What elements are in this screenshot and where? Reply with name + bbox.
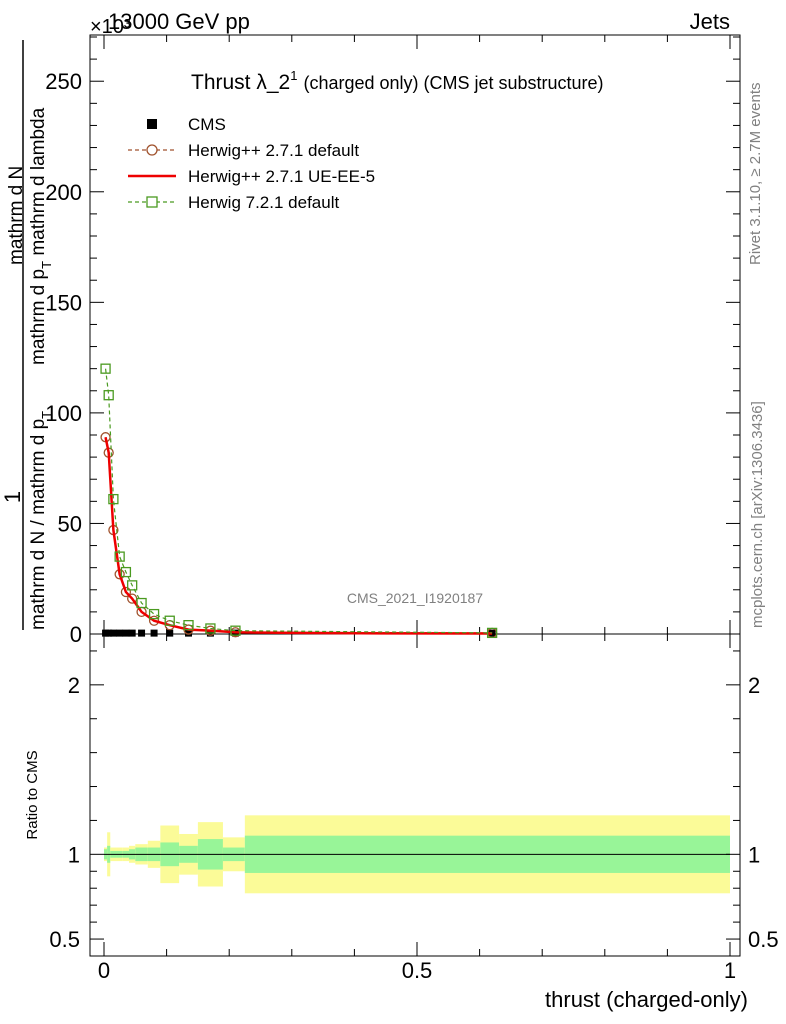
herwig-pp-default-point	[120, 586, 132, 598]
y-axis-label: 1 mathrm d N / mathrm d pT mathrm d N ma…	[0, 40, 54, 630]
exponent-label: ×10³	[90, 16, 131, 38]
cms-data-point	[128, 629, 136, 637]
y-tick-label: 250	[45, 69, 82, 94]
herwig7-default-point	[100, 363, 111, 374]
x-tick-label: 0.5	[402, 958, 433, 983]
legend-label: CMS	[188, 115, 226, 134]
herwig7-default-point	[136, 597, 147, 609]
title-tail: (charged only) (CMS jet substructure)	[303, 73, 603, 93]
y-tick-label: 50	[58, 511, 82, 536]
herwig7-default-point	[486, 627, 498, 639]
y-label-denominator-inner: mathrm d pT mathrm d lambda	[28, 107, 54, 365]
x-tick-label: 1	[724, 958, 736, 983]
y-label-numerator-inner: mathrm d N	[6, 166, 27, 265]
ratio-tick-label: 2	[68, 673, 80, 698]
data-series	[100, 363, 498, 639]
legend-label: Herwig++ 2.7.1 UE-EE-5	[188, 167, 375, 186]
ratio-tick-label: 1	[68, 842, 80, 867]
y-tick-label: 200	[45, 180, 82, 205]
y-tick-label: 150	[45, 290, 82, 315]
title-main: Thrust λ_2	[191, 71, 290, 94]
legend-item: Herwig++ 2.7.1 UE-EE-5	[128, 167, 375, 186]
cms-data-point	[166, 629, 174, 637]
herwig7-default-point	[120, 566, 132, 578]
cms-data-point	[122, 629, 130, 637]
cms-data-point	[109, 629, 117, 637]
ratio-y-label: Ratio to CMS	[24, 750, 41, 839]
y-label-denominator: mathrm d N / mathrm d pT	[28, 411, 54, 630]
y-label-numerator: 1	[0, 491, 25, 503]
cms-data-point	[116, 629, 124, 637]
title-superscript: 1	[290, 68, 297, 83]
ratio-tick-label-right: 2	[748, 673, 760, 698]
legend-item: Herwig++ 2.7.1 default	[128, 141, 359, 160]
legend-label: Herwig 7.2.1 default	[188, 193, 339, 212]
x-tick-label: 0	[98, 958, 110, 983]
x-axis-label: thrust (charged-only)	[545, 987, 748, 1012]
herwig7-default-point	[108, 493, 119, 505]
legend: CMS Herwig++ 2.7.1 default Herwig++ 2.7.1 …	[128, 115, 375, 212]
cms-data-point	[138, 629, 146, 637]
herwig7-default-point	[114, 551, 125, 562]
legend-marker	[146, 196, 158, 208]
herwig7-default-point	[183, 620, 194, 631]
series-line-herwig-7-2-1-default	[104, 368, 493, 634]
herwig7-default-point	[127, 580, 138, 591]
series-line-herwig-2-7-1-ue-ee-5	[104, 436, 493, 635]
energy-label: 13000 GeV pp	[108, 9, 250, 34]
legend-item: Herwig 7.2.1 default	[128, 193, 339, 212]
analysis-watermark: CMS_2021_I1920187	[347, 590, 483, 606]
herwig7-default-point	[164, 615, 175, 626]
herwig7-default-point	[103, 390, 114, 401]
cms-data-point	[185, 629, 193, 637]
legend-marker	[147, 119, 157, 129]
cms-data-point	[150, 629, 158, 637]
y-tick-label: 100	[45, 401, 82, 426]
herwig7-default-point	[148, 608, 160, 620]
ratio-tick-label-right: 0.5	[748, 927, 779, 952]
process-label: Jets	[690, 9, 730, 34]
herwig7-default-point	[230, 625, 241, 636]
ratio-tick-label-right: 1	[748, 842, 760, 867]
ratio-tick-label: 0.5	[49, 927, 80, 952]
legend-marker	[146, 144, 158, 156]
axis-ticks: 0 50 100 150 200 250 0 0.5 1 0.5 0.5 1 1 2 2	[45, 35, 779, 983]
cms-data-point	[105, 629, 113, 637]
chart-title: Thrust λ_21 (charged only) (CMS jet subst…	[191, 68, 604, 94]
herwig7-default-point	[205, 623, 216, 634]
ratio-panel-frame	[89, 633, 741, 957]
mcplots-label: mcplots.cern.ch [arXiv:1306.3436]	[749, 401, 766, 628]
legend-item: CMS	[147, 115, 226, 134]
rivet-label: Rivet 3.1.10, ≥ 2.7M events	[747, 83, 764, 266]
legend-label: Herwig++ 2.7.1 default	[188, 141, 359, 160]
y-tick-label: 0	[70, 622, 82, 647]
